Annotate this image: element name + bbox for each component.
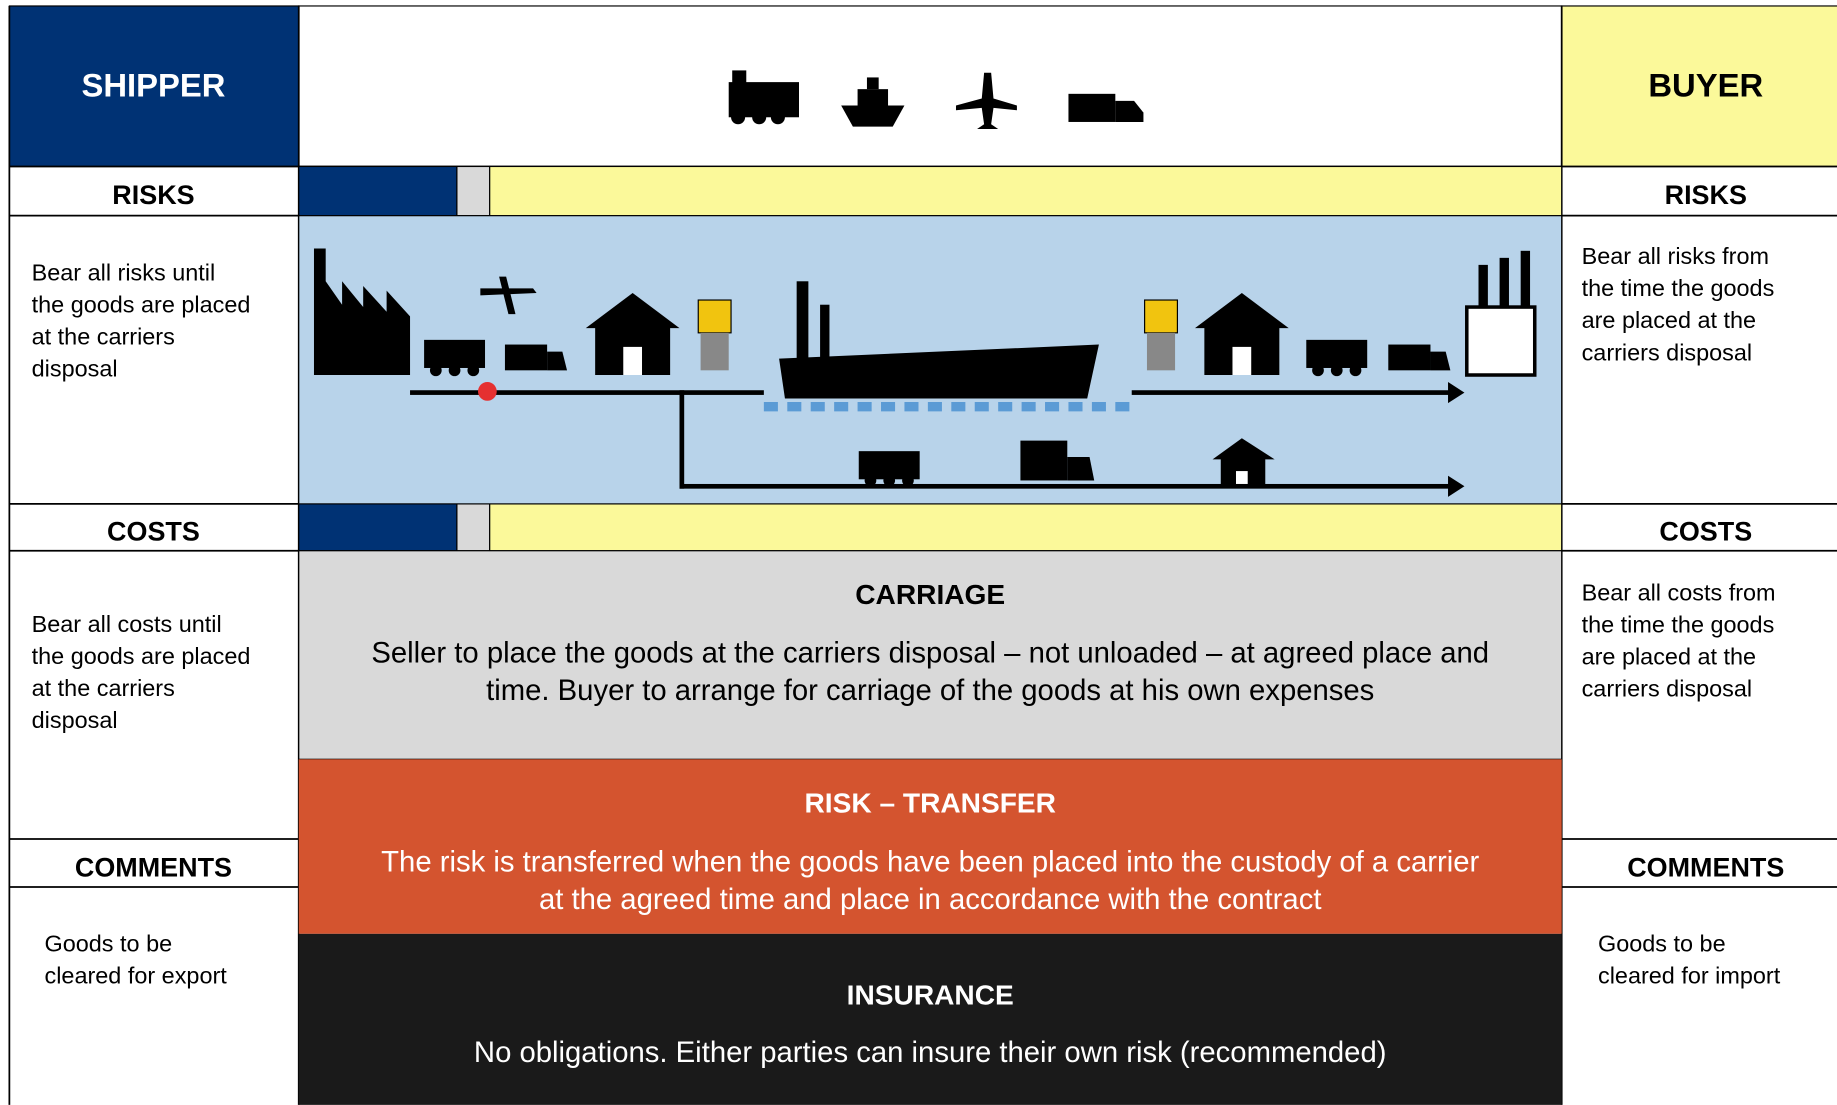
insurance-title: INSURANCE xyxy=(847,980,1014,1011)
risks-text: are placed at the xyxy=(1582,307,1757,333)
risks-label: RISKS xyxy=(112,180,194,210)
carriage-text: Seller to place the goods at the carrier… xyxy=(371,637,1489,670)
risks-text: at the carriers xyxy=(32,324,175,350)
risks-text: the time the goods xyxy=(1582,275,1775,301)
risk-transfer-text: at the agreed time and place in accordan… xyxy=(539,883,1322,916)
costs-text: the goods are placed xyxy=(32,643,251,669)
costs-text: disposal xyxy=(32,707,118,733)
costs-text: Bear all costs until xyxy=(32,611,222,637)
comments-label: COMMENTS xyxy=(75,853,232,883)
risk-transfer-text: The risk is transferred when the goods h… xyxy=(381,845,1479,878)
costs-text: are placed at the xyxy=(1582,643,1757,669)
comments-label: COMMENTS xyxy=(1627,853,1784,883)
transport-header xyxy=(299,6,1562,167)
risks-text: disposal xyxy=(32,356,118,382)
costs-label: COSTS xyxy=(1659,516,1752,546)
carriage-title: CARRIAGE xyxy=(855,579,1005,610)
risks-text: carriers disposal xyxy=(1582,339,1753,365)
costs-text: at the carriers xyxy=(32,675,175,701)
costs-text: carriers disposal xyxy=(1582,676,1753,702)
incoterm-sheet: SHIPPER BUYER RISKS COSTS COMMENTS Bear all… xyxy=(0,0,1837,1105)
comments-text: cleared for export xyxy=(45,962,228,988)
risks-text: Bear all risks until xyxy=(32,259,216,285)
risks-text: Bear all risks from xyxy=(1582,243,1769,269)
buyer-title: BUYER xyxy=(1648,67,1763,104)
comments-text: Goods to be xyxy=(1598,931,1726,957)
carriage-text: time. Buyer to arrange for carriage of t… xyxy=(486,674,1374,707)
costs-label: COSTS xyxy=(107,516,200,546)
insurance-text: No obligations. Either parties can insur… xyxy=(474,1036,1387,1069)
costs-text: the time the goods xyxy=(1582,611,1775,637)
risks-label: RISKS xyxy=(1665,180,1747,210)
insurance-panel xyxy=(299,934,1562,1105)
risks-text: the goods are placed xyxy=(32,292,251,318)
risk-transfer-title: RISK – TRANSFER xyxy=(804,787,1055,818)
costs-text: Bear all costs from xyxy=(1582,579,1776,605)
shipper-title: SHIPPER xyxy=(81,67,225,104)
comments-text: Goods to be xyxy=(45,931,173,957)
comments-text: cleared for import xyxy=(1598,962,1781,988)
